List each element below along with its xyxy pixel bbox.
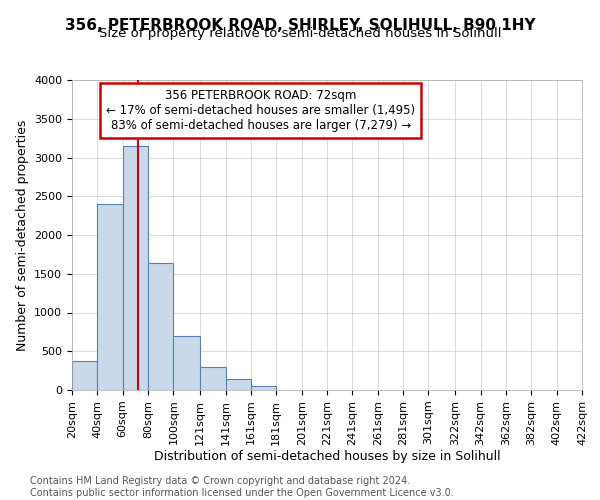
- Bar: [72, 360, 97, 390]
- Text: Size of property relative to semi-detached houses in Solihull: Size of property relative to semi-detach…: [99, 28, 501, 40]
- Bar: [226, 379, 251, 390]
- Bar: [97, 204, 123, 390]
- Bar: [123, 146, 148, 390]
- Text: 356, PETERBROOK ROAD, SHIRLEY, SOLIHULL, B90 1HY: 356, PETERBROOK ROAD, SHIRLEY, SOLIHULL,…: [65, 18, 535, 32]
- Text: Contains HM Land Registry data © Crown copyright and database right 2024.
Contai: Contains HM Land Registry data © Crown c…: [30, 476, 454, 498]
- X-axis label: Distribution of semi-detached houses by size in Solihull: Distribution of semi-detached houses by …: [154, 450, 500, 464]
- Bar: [173, 336, 200, 390]
- Bar: [251, 386, 276, 390]
- Text: 356 PETERBROOK ROAD: 72sqm
← 17% of semi-detached houses are smaller (1,495)
83%: 356 PETERBROOK ROAD: 72sqm ← 17% of semi…: [106, 90, 415, 132]
- Y-axis label: Number of semi-detached properties: Number of semi-detached properties: [16, 120, 29, 350]
- Bar: [200, 367, 226, 390]
- Bar: [148, 263, 173, 390]
